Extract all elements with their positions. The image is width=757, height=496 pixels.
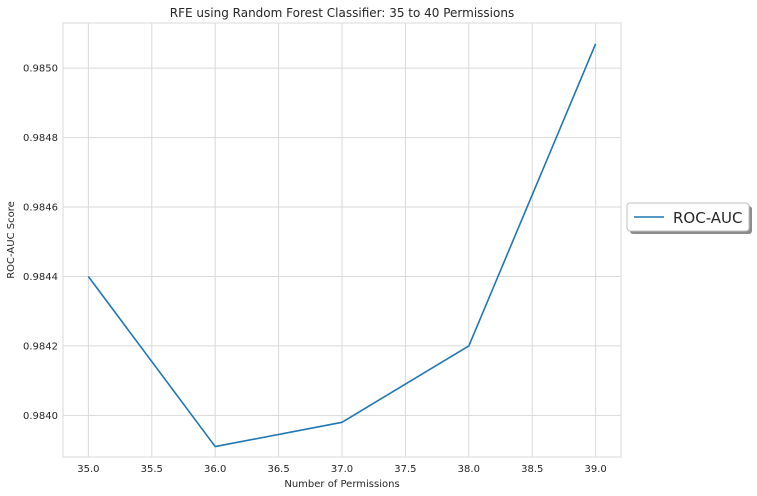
series-lines: [87, 43, 597, 448]
y-tick-label: 0.9842: [23, 341, 58, 352]
x-tick-labels: 35.0 35.5 36.0 36.5 37.0 37.5 38.0 38.5 39.0: [77, 464, 607, 475]
x-tick-label: 35.5: [141, 464, 163, 475]
legend: ROC-AUC: [626, 202, 752, 234]
y-tick-labels: 0.9840 0.9842 0.9844 0.9846 0.9848 0.9850: [23, 64, 58, 422]
x-tick-label: 36.0: [204, 464, 226, 475]
x-tick-label: 38.0: [458, 464, 480, 475]
y-tick-label: 0.9840: [23, 411, 58, 422]
y-tick-label: 0.9844: [23, 272, 58, 283]
legend-box: [626, 202, 750, 232]
y-tick-label: 0.9848: [23, 133, 58, 144]
x-tick-label: 37.0: [331, 464, 353, 475]
y-gridlines: [63, 67, 621, 416]
x-tick-label: 39.0: [585, 464, 607, 475]
x-tick-label: 36.5: [267, 464, 289, 475]
y-axis-label: ROC-AUC Score: [6, 201, 17, 279]
chart-title: RFE using Random Forest Classifier: 35 t…: [170, 6, 514, 20]
x-axis-label: Number of Permissions: [284, 479, 399, 490]
x-tick-label: 37.5: [394, 464, 416, 475]
y-tick-label: 0.9846: [23, 203, 58, 214]
x-tick-label: 38.5: [521, 464, 543, 475]
x-tick-label: 35.0: [77, 464, 99, 475]
legend-label: ROC-AUC: [673, 209, 743, 227]
y-tick-label: 0.9850: [23, 64, 58, 75]
